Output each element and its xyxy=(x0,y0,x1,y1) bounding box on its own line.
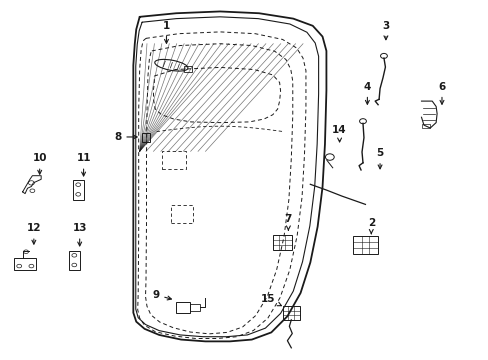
Text: 9: 9 xyxy=(152,290,171,300)
Text: 15: 15 xyxy=(260,294,281,306)
Text: 7: 7 xyxy=(284,215,291,230)
Bar xyxy=(69,251,80,270)
Bar xyxy=(73,180,83,200)
Text: 3: 3 xyxy=(382,21,389,40)
Bar xyxy=(183,66,192,72)
Bar xyxy=(272,235,292,250)
Text: 10: 10 xyxy=(32,153,47,174)
Bar xyxy=(14,258,36,270)
Text: 8: 8 xyxy=(114,132,137,142)
Bar xyxy=(422,125,429,128)
Text: 12: 12 xyxy=(26,224,41,244)
Text: 13: 13 xyxy=(72,224,87,246)
Text: 1: 1 xyxy=(163,21,170,43)
Text: 11: 11 xyxy=(76,153,91,176)
Text: 4: 4 xyxy=(363,82,370,104)
Text: 2: 2 xyxy=(367,218,374,234)
Bar xyxy=(176,302,189,313)
Bar xyxy=(282,306,300,320)
Bar xyxy=(352,236,377,253)
Text: 14: 14 xyxy=(331,125,346,142)
Bar xyxy=(189,304,199,311)
Text: 5: 5 xyxy=(376,148,383,169)
Text: 6: 6 xyxy=(437,82,445,104)
Bar xyxy=(142,133,150,141)
